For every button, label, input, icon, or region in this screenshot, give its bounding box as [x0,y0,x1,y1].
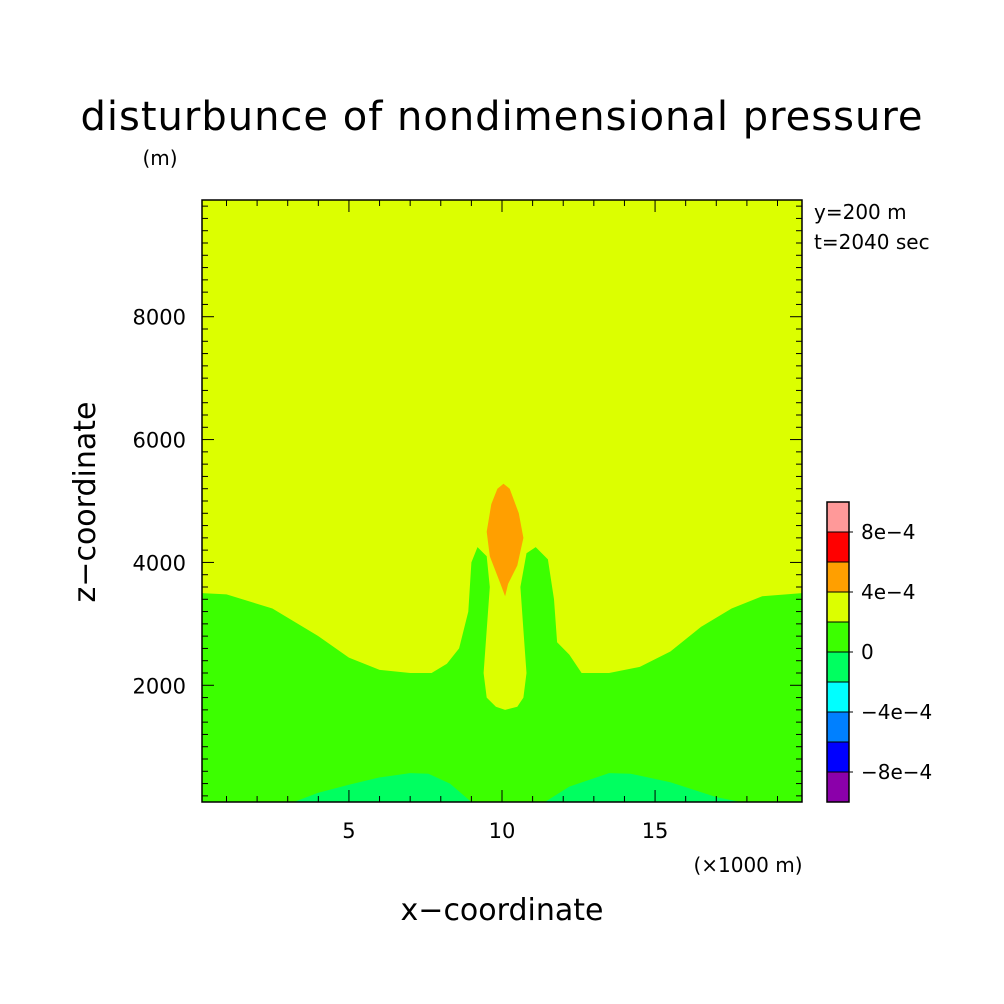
y-axis-label: z−coordinate [68,402,103,603]
y-tick-label: 4000 [133,551,186,575]
y-axis-unit: (m) [142,146,177,170]
colorbar-label: −4e−4 [861,700,932,724]
colorbar-label: 4e−4 [861,580,916,604]
contour-region-1 [293,773,472,802]
contour-region-0 [202,547,802,802]
colorbar-swatch [826,561,850,593]
chart-title: disturbunce of nondimensional pressure [81,94,924,140]
axis-ticks: 5 10 15 2000 4000 6000 8000 [133,200,802,843]
y-tick-label: 2000 [133,674,186,698]
y-tick-label: 8000 [133,306,186,330]
contour-regions [202,483,802,802]
colorbar-label: −8e−4 [861,760,932,784]
x-axis-label: x−coordinate [401,893,604,928]
colorbar-swatch [826,501,850,533]
x-tick-label: 5 [342,819,355,843]
contour-region-3 [486,483,524,597]
colorbar-swatch [826,531,850,563]
x-axis-unit: (×1000 m) [693,853,802,877]
colorbar-swatch [826,651,850,683]
colorbar-swatch [826,711,850,743]
contour-region-2 [544,773,741,802]
colorbar-label: 8e−4 [861,520,916,544]
y-tick-label: 6000 [133,429,186,453]
colorbar-label: 0 [861,640,874,664]
colorbar-swatch [826,771,850,803]
annotation-time: t=2040 sec [814,230,930,254]
colorbar-swatch [826,681,850,713]
colorbar-swatch [826,741,850,773]
x-tick-label: 10 [489,819,516,843]
plot-area [201,199,803,803]
x-tick-label: 15 [642,819,669,843]
colorbar-swatch [826,591,850,623]
colorbar-swatch [826,621,850,653]
annotation-y-position: y=200 m [814,200,907,224]
colorbar: −8e−4 −4e−4 0 4e−4 8e−4 [826,501,932,803]
